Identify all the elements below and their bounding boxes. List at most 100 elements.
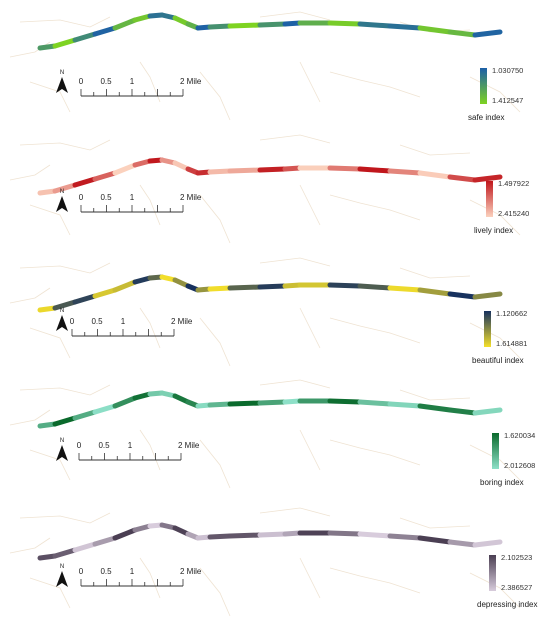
route-segment bbox=[132, 523, 153, 533]
street-line bbox=[19, 512, 111, 524]
route-segment bbox=[282, 165, 303, 172]
route-segment bbox=[417, 25, 453, 35]
route-segment bbox=[472, 539, 503, 548]
street-line bbox=[329, 439, 421, 466]
legend-min-value: 2.415240 bbox=[498, 209, 530, 218]
route-map bbox=[9, 257, 521, 367]
street-line bbox=[199, 194, 231, 244]
scale-label-0: 0 bbox=[70, 317, 75, 326]
street-line bbox=[469, 199, 521, 236]
street-line bbox=[299, 429, 321, 471]
legend-min-value: 1.614881 bbox=[496, 339, 528, 348]
street-line bbox=[259, 11, 331, 21]
route-segment bbox=[282, 282, 303, 289]
street-line bbox=[469, 322, 521, 359]
route-segments bbox=[37, 12, 503, 51]
scale-label-0: 0 bbox=[79, 77, 84, 86]
route-segment bbox=[327, 398, 363, 405]
route-segment bbox=[472, 29, 503, 38]
route-segment bbox=[92, 25, 118, 37]
map-panel-lively: N 0 0.5 1 2 Mile 1.497922 2.415240 livel… bbox=[0, 125, 550, 245]
scale-label-1: 1 bbox=[130, 77, 135, 86]
street-line bbox=[139, 557, 161, 599]
route-segment bbox=[417, 535, 453, 545]
north-arrow-icon: N bbox=[56, 438, 68, 461]
street-network bbox=[9, 507, 521, 617]
north-arrow-icon: N bbox=[56, 189, 68, 212]
route-segment bbox=[282, 530, 303, 537]
route-segment bbox=[357, 21, 393, 29]
route-segment bbox=[37, 188, 58, 196]
route-segment bbox=[387, 401, 423, 409]
street-line bbox=[19, 139, 111, 151]
legend-max-value: 1.620034 bbox=[504, 431, 536, 440]
route-segment bbox=[227, 284, 263, 291]
street-line bbox=[19, 16, 111, 28]
route-segment bbox=[227, 22, 263, 29]
legend-min-value: 1.412547 bbox=[492, 96, 524, 105]
route-segment bbox=[92, 287, 118, 299]
street-line bbox=[29, 204, 71, 236]
route-segment bbox=[472, 407, 503, 416]
scale-label-0.5: 0.5 bbox=[100, 567, 112, 576]
street-network bbox=[9, 379, 521, 489]
street-line bbox=[199, 71, 231, 121]
route-segment bbox=[37, 305, 58, 313]
route-segment bbox=[327, 530, 363, 537]
scale-bar: 0 0.5 1 2 Mile bbox=[70, 317, 193, 337]
street-line bbox=[139, 429, 161, 471]
route-segment bbox=[327, 165, 363, 172]
route-segment bbox=[447, 291, 478, 300]
legend: 1.030750 1.412547 safe index bbox=[468, 66, 550, 128]
street-line bbox=[29, 327, 71, 359]
route-segment bbox=[72, 541, 98, 553]
legend-min-value: 2.012608 bbox=[504, 461, 536, 470]
route-segment bbox=[447, 174, 478, 183]
route-segment bbox=[72, 176, 98, 188]
legend-color-bar bbox=[484, 311, 491, 347]
scale-label-2mile: 2 Mile bbox=[178, 441, 200, 450]
route-segment bbox=[282, 398, 303, 405]
route-segment bbox=[37, 421, 58, 429]
legend-max-value: 2.102523 bbox=[501, 553, 533, 562]
legend-color-bar bbox=[480, 68, 487, 104]
route-segment bbox=[257, 531, 288, 538]
legend: 1.497922 2.415240 lively index bbox=[474, 179, 550, 241]
route-segment bbox=[472, 174, 503, 183]
north-arrow-icon: N bbox=[56, 70, 68, 93]
street-line bbox=[29, 449, 71, 481]
map-panel-boring: N 0 0.5 1 2 Mile 1.620034 2.012608 borin… bbox=[0, 370, 550, 490]
scale-label-2mile: 2 Mile bbox=[171, 317, 193, 326]
street-line bbox=[199, 567, 231, 617]
route-segment bbox=[447, 407, 478, 416]
street-line bbox=[19, 262, 111, 274]
route-segment bbox=[72, 31, 98, 43]
legend-title: beautiful index bbox=[472, 356, 524, 365]
route-segment bbox=[327, 20, 363, 27]
route-segments bbox=[37, 522, 503, 561]
legend: 1.620034 2.012608 boring index bbox=[480, 431, 550, 493]
route-segment bbox=[132, 391, 153, 401]
street-line bbox=[199, 317, 231, 367]
route-segment bbox=[227, 532, 263, 539]
map-panel-safe: N 0 0.5 1 2 Mile 1.030750 1.412547 safe … bbox=[0, 2, 550, 122]
street-line bbox=[299, 307, 321, 349]
scale-label-2mile: 2 Mile bbox=[180, 77, 202, 86]
route-segment bbox=[387, 23, 423, 31]
route-map bbox=[9, 134, 521, 244]
route-segment bbox=[112, 279, 138, 293]
route-segment bbox=[112, 527, 138, 541]
scale-label-0: 0 bbox=[79, 567, 84, 576]
scale-label-0: 0 bbox=[79, 193, 84, 202]
route-segment bbox=[257, 21, 288, 28]
route-map bbox=[9, 507, 521, 617]
legend-color-bar bbox=[486, 181, 493, 217]
street-line bbox=[29, 577, 71, 609]
scale-bar: 0 0.5 1 2 Mile bbox=[79, 193, 202, 213]
street-line bbox=[399, 267, 471, 279]
route-segment bbox=[132, 158, 153, 168]
route-segment bbox=[92, 403, 118, 415]
route-segment bbox=[417, 403, 453, 413]
route-segment bbox=[357, 283, 393, 291]
svg-text:N: N bbox=[60, 70, 64, 76]
